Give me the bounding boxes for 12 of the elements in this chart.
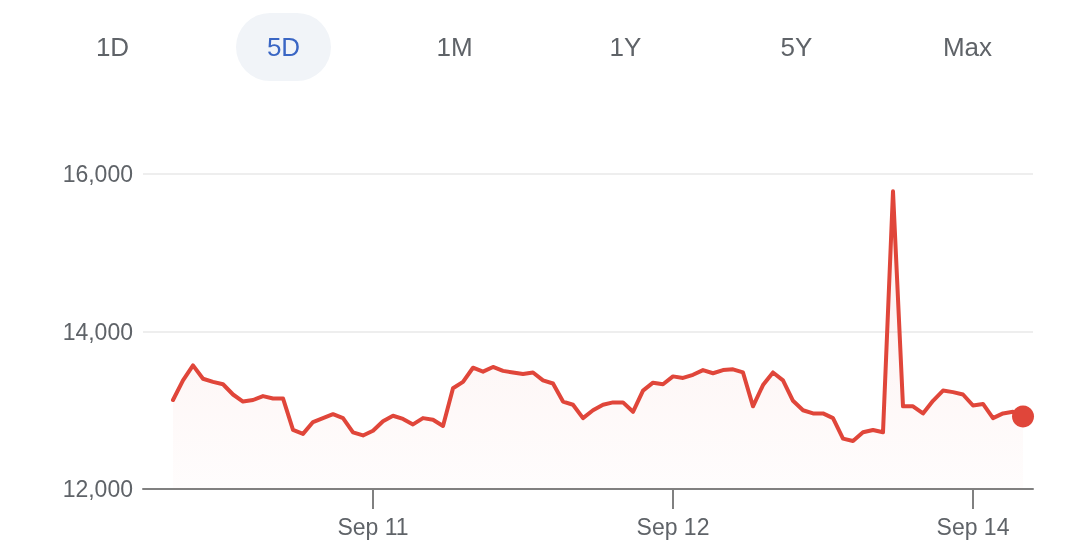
text: 5D [266,31,301,63]
text: 1Y [609,31,642,63]
text: 1M [436,31,473,63]
text: 5Y [780,31,813,63]
text: 1D [95,31,130,63]
x-tick-label: Sep 12 [636,513,710,540]
x-tick-label: Sep 11 [337,513,409,540]
y-tick-label: 14,000 [62,318,133,345]
y-tick-label: 16,000 [62,161,133,187]
text: Max [942,31,993,63]
x-tick-label: Sep 14 [936,513,1010,540]
y-tick-label: 12,000 [62,476,133,502]
